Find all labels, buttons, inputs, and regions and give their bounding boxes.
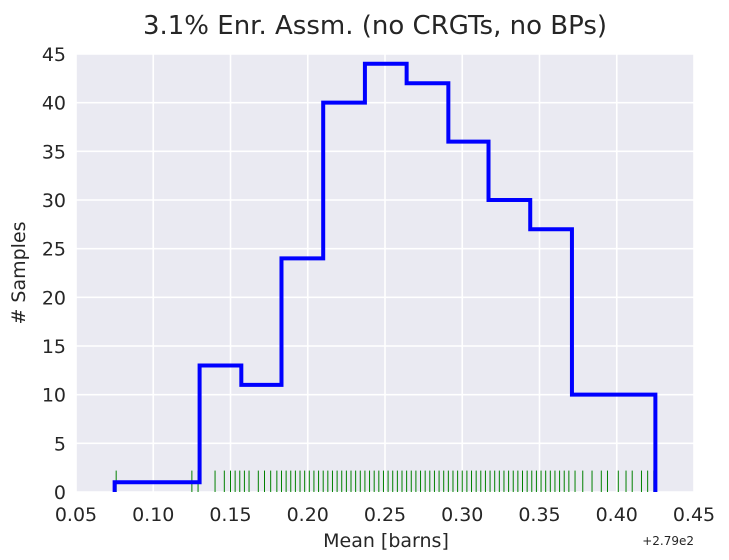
x-tick-label: 0.35 — [518, 504, 560, 526]
x-tick-label: 0.45 — [673, 504, 715, 526]
y-tick-label: 15 — [42, 336, 66, 358]
x-tick-label: 0.05 — [55, 504, 97, 526]
y-tick-label: 30 — [42, 190, 66, 212]
y-tick-label: 0 — [54, 482, 66, 504]
y-tick-label: 45 — [42, 44, 66, 66]
x-tick-label: 0.20 — [287, 504, 329, 526]
x-tick-label: 0.40 — [596, 504, 638, 526]
x-axis-label: Mean [barns] — [323, 530, 449, 552]
y-tick-label: 5 — [54, 433, 66, 455]
chart-title: 3.1% Enr. Assm. (no CRGTs, no BPs) — [143, 11, 607, 41]
y-tick-label: 25 — [42, 239, 66, 261]
y-tick-label: 35 — [42, 141, 66, 163]
x-tick-label: 0.15 — [209, 504, 251, 526]
y-tick-label: 10 — [42, 385, 66, 407]
x-tick-label: 0.10 — [132, 504, 174, 526]
x-tick-labels: 0.05 0.10 0.15 0.20 0.25 0.30 0.35 0.40 0.45 — [55, 504, 715, 526]
y-tick-labels: 0 5 10 15 20 25 30 35 40 45 — [42, 44, 66, 504]
rug-marks — [115, 470, 655, 492]
grid-lines — [75, 53, 695, 493]
y-tick-label: 20 — [42, 287, 66, 309]
x-tick-label: 0.25 — [364, 504, 406, 526]
y-axis-label: # Samples — [8, 221, 30, 324]
y-tick-label: 40 — [42, 93, 66, 115]
histogram-step-line — [112, 61, 658, 492]
x-tick-label: 0.30 — [441, 504, 483, 526]
x-axis-offset-label: +2.79e2 — [642, 534, 694, 548]
